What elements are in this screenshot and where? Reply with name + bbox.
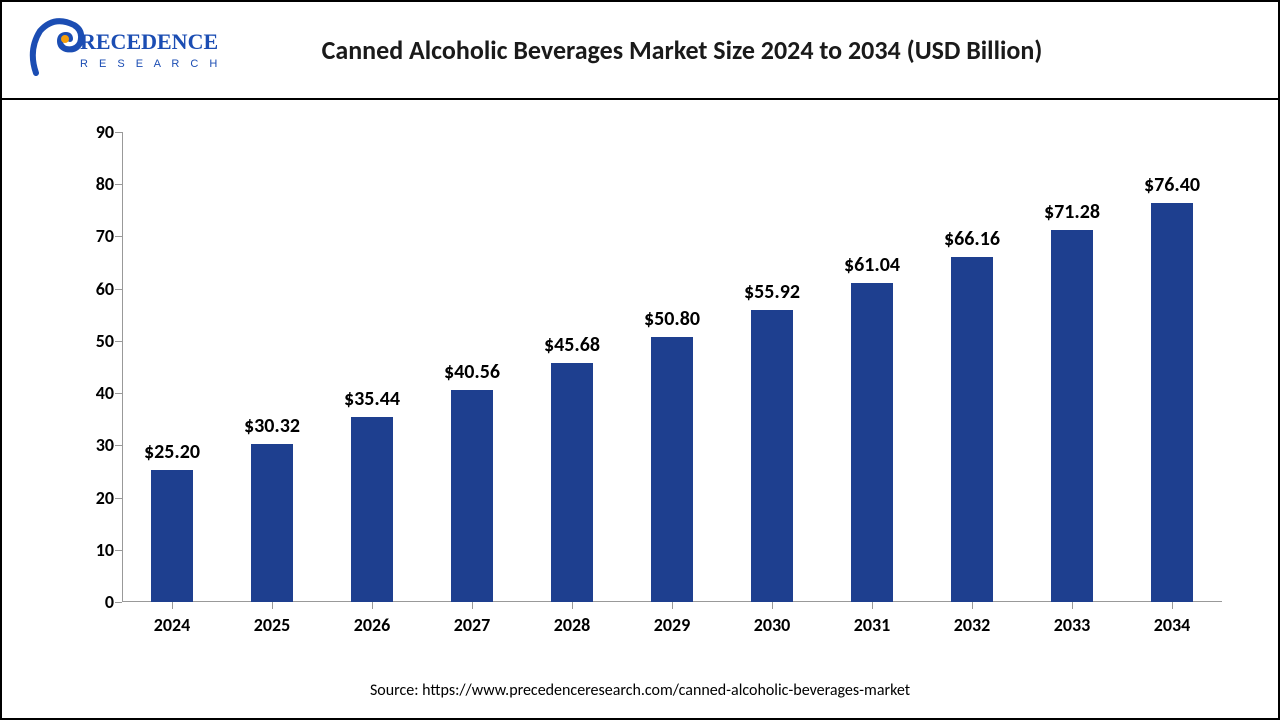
chart-frame: RECEDENCE R E S E A R C H Canned Alcohol… xyxy=(0,0,1280,720)
y-tick-label: 30 xyxy=(72,434,114,456)
bar-value-label: $76.40 xyxy=(1144,173,1200,197)
y-axis-line xyxy=(122,132,123,602)
x-tick-label: 2025 xyxy=(254,614,291,636)
bar-value-label: $71.28 xyxy=(1044,200,1100,224)
y-tick xyxy=(115,289,122,290)
y-tick xyxy=(115,550,122,551)
bar-value-label: $40.56 xyxy=(444,360,500,384)
y-tick xyxy=(115,393,122,394)
bar-value-label: $35.44 xyxy=(344,387,400,411)
x-tick xyxy=(172,602,173,609)
y-tick xyxy=(115,445,122,446)
x-tick xyxy=(1172,602,1173,609)
bar xyxy=(151,470,193,602)
bar-value-label: $30.32 xyxy=(244,414,300,438)
x-tick-label: 2027 xyxy=(454,614,491,636)
x-tick xyxy=(1072,602,1073,609)
bar-value-label: $66.16 xyxy=(944,227,1000,251)
y-tick xyxy=(115,341,122,342)
chart-area: 0102030405060708090$25.202024$30.322025$… xyxy=(72,132,1242,652)
x-tick xyxy=(372,602,373,609)
title-wrap: Canned Alcoholic Beverages Market Size 2… xyxy=(226,34,1278,66)
x-tick xyxy=(672,602,673,609)
plot-region: 0102030405060708090$25.202024$30.322025$… xyxy=(122,132,1222,602)
x-tick xyxy=(572,602,573,609)
bar-value-label: $55.92 xyxy=(744,280,800,304)
x-tick xyxy=(772,602,773,609)
y-tick xyxy=(115,236,122,237)
y-tick-label: 80 xyxy=(72,173,114,195)
x-tick-label: 2026 xyxy=(354,614,391,636)
bar xyxy=(751,310,793,602)
y-tick-label: 90 xyxy=(72,121,114,143)
bar xyxy=(851,283,893,602)
x-tick xyxy=(472,602,473,609)
y-tick xyxy=(115,184,122,185)
bar xyxy=(1151,203,1193,602)
y-tick xyxy=(115,132,122,133)
y-tick-label: 70 xyxy=(72,225,114,247)
x-tick-label: 2033 xyxy=(1054,614,1091,636)
logo-text-lower: R E S E A R C H xyxy=(80,58,221,70)
source-citation: Source: https://www.precedenceresearch.c… xyxy=(2,681,1278,700)
chart-title: Canned Alcoholic Beverages Market Size 2… xyxy=(226,34,1138,66)
bar xyxy=(951,257,993,603)
bar xyxy=(1051,230,1093,602)
bar-value-label: $45.68 xyxy=(544,333,600,357)
bar-value-label: $25.20 xyxy=(144,440,200,464)
y-tick-label: 20 xyxy=(72,487,114,509)
x-tick xyxy=(272,602,273,609)
bar-value-label: $61.04 xyxy=(844,253,900,277)
precedence-logo-icon: RECEDENCE R E S E A R C H xyxy=(26,15,226,85)
y-tick-label: 0 xyxy=(72,591,114,613)
x-tick-label: 2024 xyxy=(154,614,191,636)
y-tick xyxy=(115,498,122,499)
logo-text-upper: RECEDENCE xyxy=(80,29,218,54)
bar xyxy=(251,444,293,602)
x-tick-label: 2029 xyxy=(654,614,691,636)
y-tick-label: 60 xyxy=(72,278,114,300)
bar xyxy=(551,363,593,602)
bar xyxy=(451,390,493,602)
x-tick-label: 2028 xyxy=(554,614,591,636)
x-tick xyxy=(972,602,973,609)
bar xyxy=(651,337,693,602)
x-tick-label: 2031 xyxy=(854,614,891,636)
x-tick-label: 2032 xyxy=(954,614,991,636)
logo: RECEDENCE R E S E A R C H xyxy=(2,15,226,85)
y-tick-label: 50 xyxy=(72,330,114,352)
y-tick-label: 10 xyxy=(72,539,114,561)
x-tick-label: 2030 xyxy=(754,614,791,636)
bar-value-label: $50.80 xyxy=(644,307,700,331)
y-tick-label: 40 xyxy=(72,382,114,404)
y-tick xyxy=(115,602,122,603)
x-tick-label: 2034 xyxy=(1154,614,1191,636)
bar xyxy=(351,417,393,602)
x-tick xyxy=(872,602,873,609)
header-row: RECEDENCE R E S E A R C H Canned Alcohol… xyxy=(2,2,1278,100)
